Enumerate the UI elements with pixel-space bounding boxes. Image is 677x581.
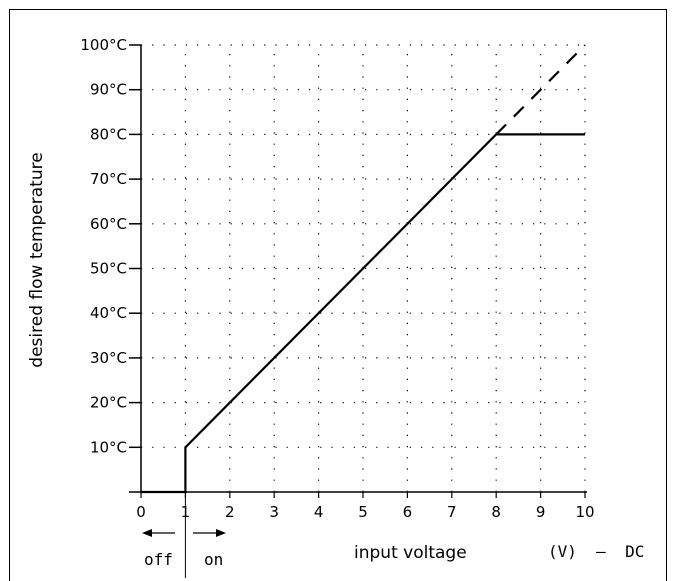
x-tick-label: 7 (447, 503, 457, 521)
y-tick-label: 100°C (80, 36, 127, 54)
y-tick-label: 30°C (90, 349, 127, 367)
series (141, 44, 586, 494)
x-tick-label: 3 (269, 503, 279, 521)
x-tick-label: 10 (575, 503, 594, 521)
y-tick-label: 50°C (90, 260, 127, 278)
off-arrow (142, 529, 175, 537)
x-tick-label: 4 (314, 503, 324, 521)
x-tick-labels: 0 1 2 3 4 5 6 7 8 9 10 (136, 503, 594, 521)
x-tick-label: 8 (491, 503, 501, 521)
x-tick-label: 9 (536, 503, 546, 521)
on-arrow (193, 529, 226, 537)
unit-label: (V) – DC (548, 542, 644, 561)
x-tick-label: 0 (136, 503, 146, 521)
x-tick-label: 5 (358, 503, 368, 521)
x-tick-label: 2 (225, 503, 235, 521)
annotations: off on input voltage (V) – DC desired fl… (27, 152, 644, 578)
y-tick-label: 10°C (90, 438, 127, 456)
x-axis-label: input voltage (354, 543, 467, 563)
y-tick-label: 60°C (90, 215, 127, 233)
y-axis-label: desired flow temperature (27, 152, 47, 367)
y-tick-label: 70°C (90, 170, 127, 188)
extrapolation-line (495, 44, 586, 136)
y-tick-label: 20°C (90, 394, 127, 412)
chart-frame (9, 9, 667, 581)
x-tick-label: 6 (403, 503, 413, 521)
on-label: on (204, 550, 223, 569)
axes (129, 44, 587, 498)
y-tick-label: 40°C (90, 304, 127, 322)
off-label: off (144, 550, 173, 569)
characteristic-line (141, 133, 585, 494)
y-tick-label: 80°C (90, 125, 127, 143)
y-tick-labels: 10°C 20°C 30°C 40°C 50°C 60°C 70°C 80°C 90°C 100°… (80, 36, 127, 456)
y-tick-label: 90°C (90, 81, 127, 99)
